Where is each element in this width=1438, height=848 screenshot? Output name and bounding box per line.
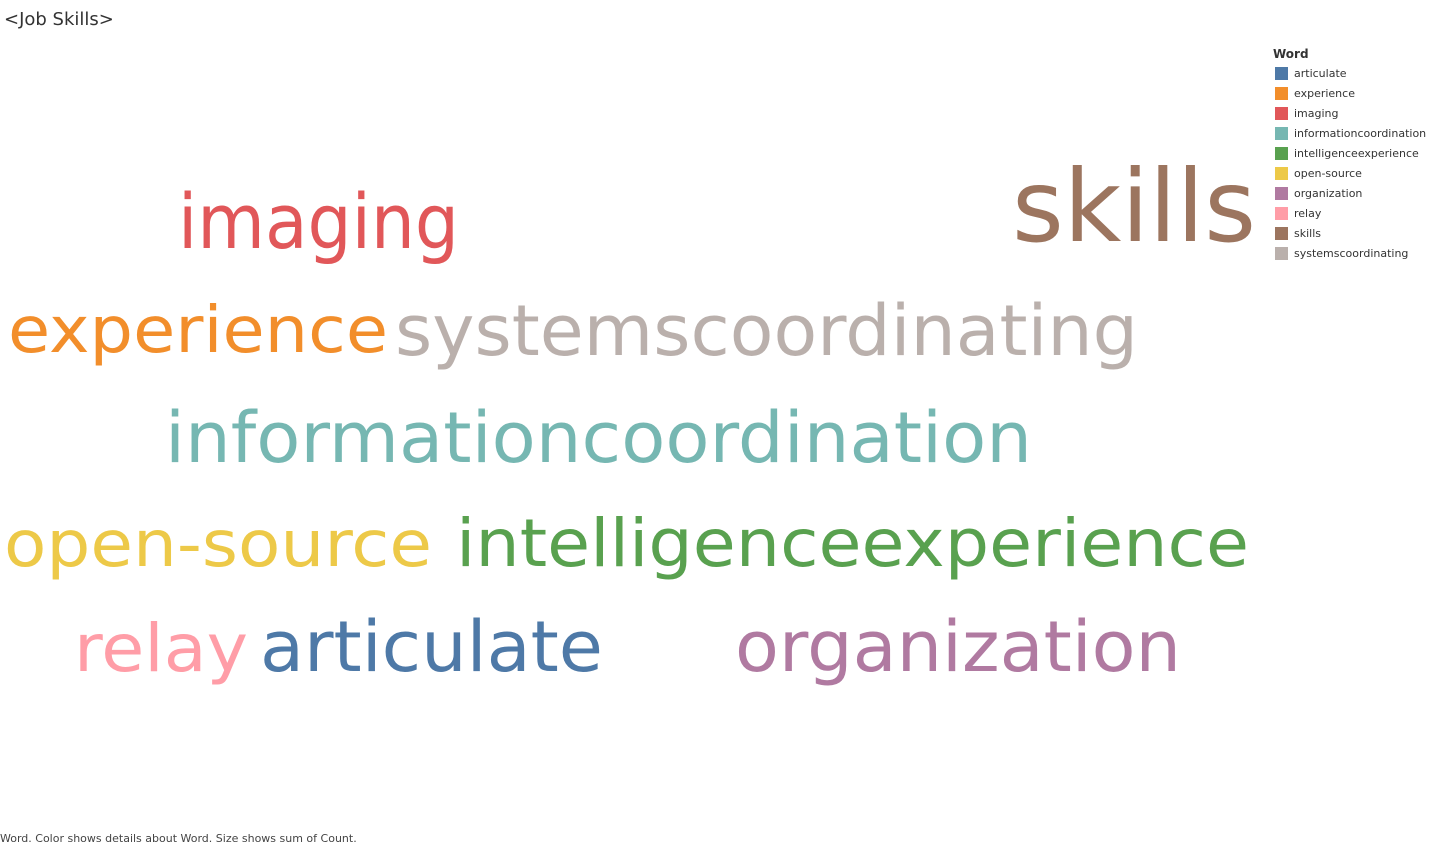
legend-label: relay	[1294, 206, 1322, 220]
legend-title: Word	[1273, 47, 1309, 61]
word-experience[interactable]: experience	[8, 294, 388, 368]
legend-label: intelligenceexperience	[1294, 146, 1419, 160]
word-systemscoordinating[interactable]: systemscoordinating	[395, 290, 1138, 372]
legend-swatch	[1275, 106, 1288, 120]
legend-label: informationcoordination	[1294, 126, 1427, 140]
word-relay[interactable]: relay	[74, 610, 248, 687]
legend-swatch	[1275, 86, 1288, 100]
legend-item-informationcoordination[interactable]: informationcoordination	[1273, 123, 1438, 143]
legend-item-systemscoordinating[interactable]: systemscoordinating	[1273, 243, 1438, 263]
legend-item-experience[interactable]: experience	[1273, 83, 1438, 103]
sheet-title: <Job Skills>	[4, 9, 114, 30]
legend-swatch	[1275, 226, 1288, 240]
legend-label: articulate	[1294, 66, 1347, 80]
legend-item-imaging[interactable]: imaging	[1273, 103, 1438, 123]
legend-item-intelligenceexperience[interactable]: intelligenceexperience	[1273, 143, 1438, 163]
legend-label: skills	[1294, 226, 1322, 240]
legend-label: experience	[1294, 86, 1355, 100]
legend-swatch	[1275, 246, 1288, 260]
legend-label: systemscoordinating	[1294, 246, 1409, 260]
color-legend: Word articulate experience imaging informat…	[1273, 45, 1438, 263]
legend-swatch	[1275, 186, 1288, 200]
word-skills[interactable]: skills	[1012, 148, 1256, 265]
word-organization[interactable]: organization	[735, 606, 1181, 688]
word-imaging[interactable]: imaging	[178, 177, 459, 266]
legend-swatch	[1275, 166, 1288, 180]
legend-label: open-source	[1294, 166, 1362, 180]
legend-item-skills[interactable]: skills	[1273, 223, 1438, 243]
legend-swatch	[1275, 146, 1288, 160]
legend-swatch	[1275, 126, 1288, 140]
legend-swatch	[1275, 66, 1288, 80]
legend-item-organization[interactable]: organization	[1273, 183, 1438, 203]
legend-item-open-source[interactable]: open-source	[1273, 163, 1438, 183]
legend-item-relay[interactable]: relay	[1273, 203, 1438, 223]
word-intelligenceexperience[interactable]: intelligenceexperience	[456, 505, 1249, 582]
word-informationcoordination[interactable]: informationcoordination	[165, 397, 1032, 479]
legend-items: articulate experience imaging informationco…	[1273, 63, 1438, 263]
word-open-source[interactable]: open-source	[4, 508, 432, 582]
legend-label: imaging	[1294, 106, 1339, 120]
legend-item-articulate[interactable]: articulate	[1273, 63, 1438, 83]
word-articulate[interactable]: articulate	[260, 606, 603, 688]
legend-label: organization	[1294, 186, 1363, 200]
caption: Word. Color shows details about Word. Si…	[0, 832, 357, 845]
legend-swatch	[1275, 206, 1288, 220]
